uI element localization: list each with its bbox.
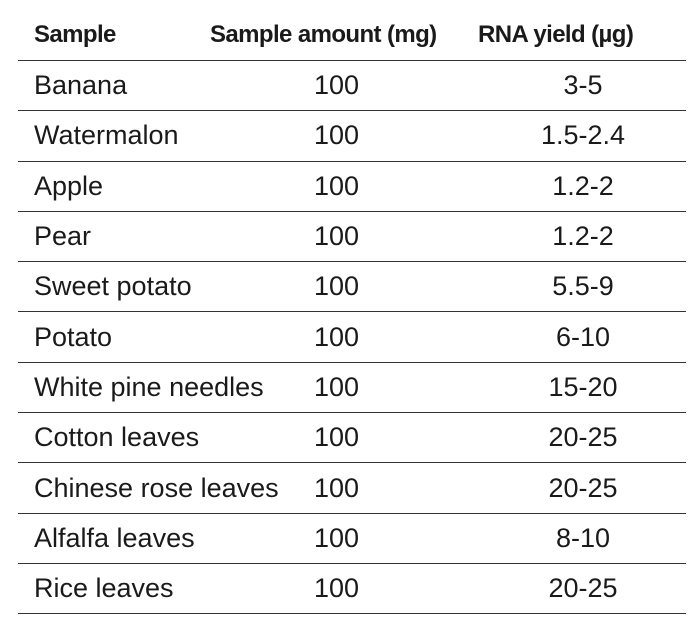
table-row: Cotton leaves 100 20-25 xyxy=(18,412,686,464)
cell-rna-yield: 1.2-2 xyxy=(462,211,686,263)
rna-yield-table-container: Sample Sample amount (mg) RNA yield (µg)… xyxy=(18,10,686,615)
cell-rna-yield: 6-10 xyxy=(462,311,686,363)
cell-rna-yield: 15-20 xyxy=(462,362,686,414)
table-row: Apple 100 1.2-2 xyxy=(18,161,686,212)
table-body: Banana 100 3-5 Watermalon 100 1.5-2.4 Apple 100… xyxy=(18,60,686,615)
table-row: Watermalon 100 1.5-2.4 xyxy=(18,110,686,162)
cell-sample: Alfalfa leaves xyxy=(18,513,196,564)
header-row: Sample Sample amount (mg) RNA yield (µg) xyxy=(18,10,686,61)
column-header-sample: Sample xyxy=(18,10,196,61)
table-row: White pine needles 100 15-20 xyxy=(18,362,686,414)
cell-rna-yield: 20-25 xyxy=(462,462,686,514)
cell-sample: White pine needles xyxy=(18,362,264,414)
cell-sample: Potato xyxy=(18,311,196,363)
cell-sample-amount: 100 xyxy=(196,161,462,212)
column-header-sample-amount: Sample amount (mg) xyxy=(196,10,462,61)
cell-sample-amount: 100 xyxy=(196,513,462,564)
cell-sample-amount: 100 xyxy=(196,211,462,263)
cell-sample: Pear xyxy=(18,211,196,263)
table-row: Banana 100 3-5 xyxy=(18,60,686,112)
table-row: Potato 100 6-10 xyxy=(18,311,686,363)
cell-sample: Banana xyxy=(18,60,196,112)
cell-rna-yield: 1.2-2 xyxy=(462,161,686,212)
cell-sample-amount: 100 xyxy=(196,563,462,615)
cell-sample-amount: 100 xyxy=(196,110,462,162)
cell-rna-yield: 5.5-9 xyxy=(462,261,686,313)
cell-rna-yield: 3-5 xyxy=(462,60,686,112)
table-row: Rice leaves 100 20-25 xyxy=(18,563,686,615)
cell-sample-amount: 100 xyxy=(196,412,462,464)
cell-sample-amount: 100 xyxy=(196,311,462,363)
rna-yield-table: Sample Sample amount (mg) RNA yield (µg)… xyxy=(18,10,686,615)
cell-sample-amount: 100 xyxy=(196,462,462,514)
column-header-rna-yield: RNA yield (µg) xyxy=(462,10,686,61)
cell-rna-yield: 1.5-2.4 xyxy=(462,110,686,162)
table-row: Pear 100 1.2-2 xyxy=(18,211,686,263)
table-header: Sample Sample amount (mg) RNA yield (µg) xyxy=(18,10,686,61)
cell-rna-yield: 20-25 xyxy=(462,563,686,615)
cell-sample-amount: 100 xyxy=(196,60,462,112)
table-row: Sweet potato 100 5.5-9 xyxy=(18,261,686,313)
cell-sample-amount: 100 xyxy=(196,261,462,313)
cell-sample: Chinese rose leaves xyxy=(18,462,279,514)
cell-sample-amount: 100 xyxy=(196,362,462,414)
cell-rna-yield: 20-25 xyxy=(462,412,686,464)
cell-sample: Cotton leaves xyxy=(18,412,199,464)
table-row: Alfalfa leaves 100 8-10 xyxy=(18,513,686,564)
cell-sample: Watermalon xyxy=(18,110,196,162)
cell-sample: Sweet potato xyxy=(18,261,196,313)
cell-sample: Apple xyxy=(18,161,196,212)
table-row: Chinese rose leaves 100 20-25 xyxy=(18,462,686,514)
cell-sample: Rice leaves xyxy=(18,563,196,615)
cell-rna-yield: 8-10 xyxy=(462,513,686,564)
